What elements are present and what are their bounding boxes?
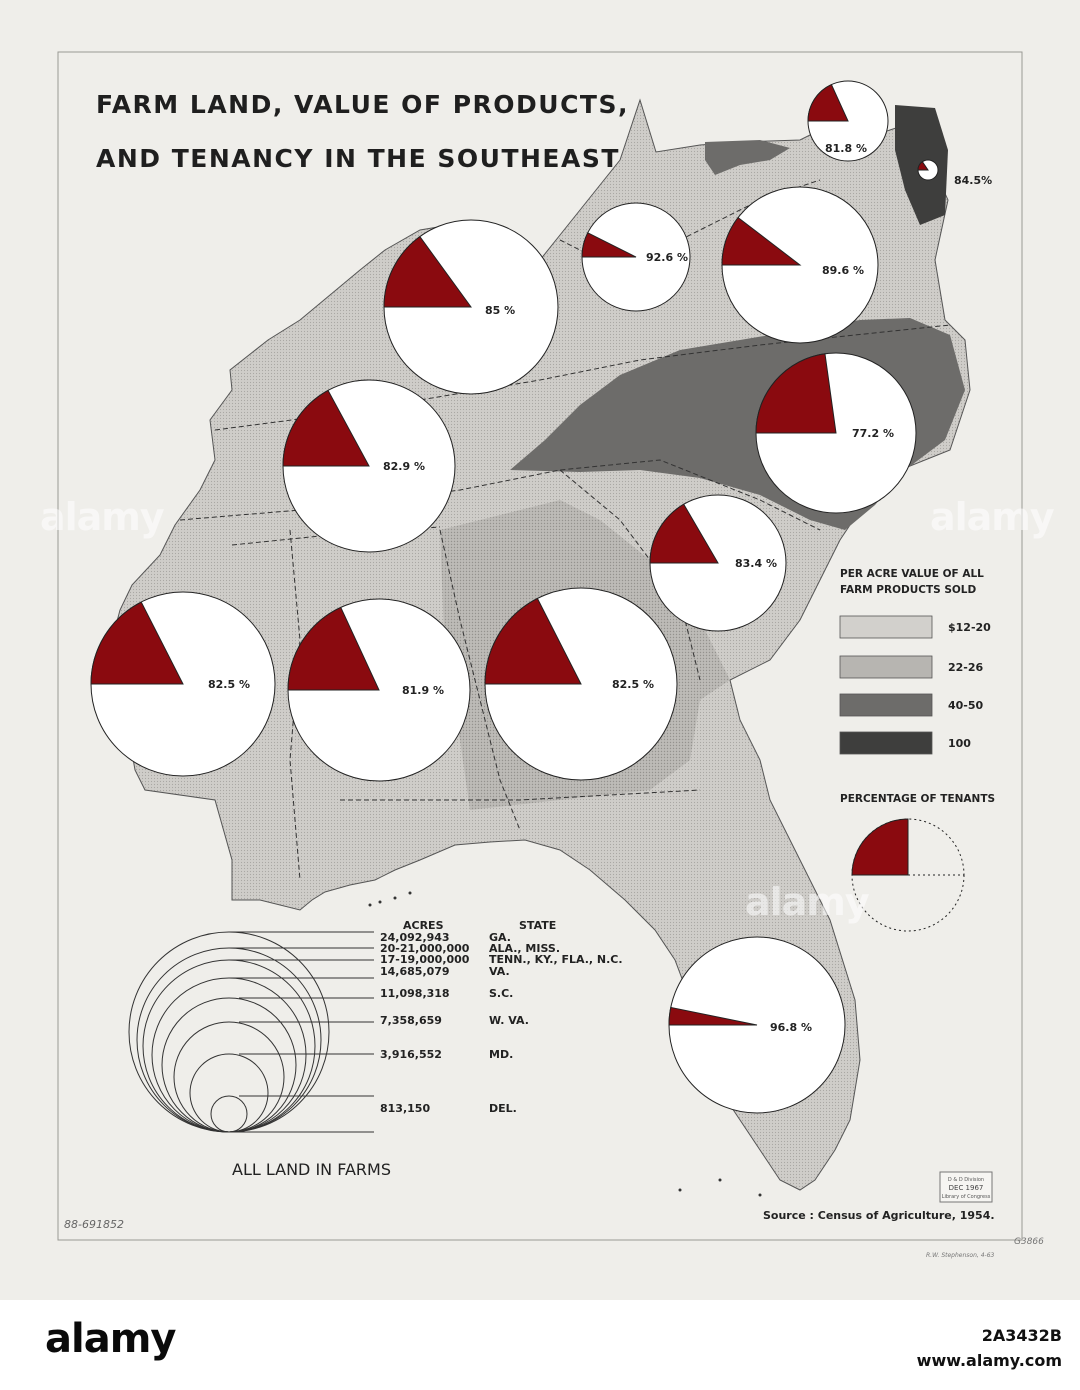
farms-acres: 20-21,000,000 [380,942,470,955]
farms-size-circles [128,931,330,1133]
pie-tenant-wedge [484,597,582,685]
pie-label: 96.8 % [770,1021,812,1034]
acres-header: ACRES [403,919,444,932]
farms-state: W. VA. [489,1014,529,1027]
source-note: Source : Census of Agriculture, 1954. [763,1209,995,1222]
tenants-legend-title: PERCENTAGE OF TENANTS [840,793,995,805]
watermark-right: alamy [930,495,1055,539]
state-header: STATE [519,919,556,932]
farms-state: MD. [489,1048,513,1061]
value-legend-swatch [839,655,933,679]
farms-acres: 17-19,000,000 [380,953,470,966]
pie-tenant-wedge [807,83,849,122]
handwritten-catalog: G3866 [1014,1237,1044,1247]
pie-label: 84.5% [954,174,992,187]
pie-label: 81.8 % [825,142,867,155]
value-legend-title-2: FARM PRODUCTS SOLD [840,584,976,596]
footer-info: 2A3432B www.alamy.com [917,1326,1062,1370]
watermark-center: alamy [745,880,870,924]
farms-acres: 14,685,079 [380,965,450,978]
pie-tenant-wedge [917,161,929,171]
value-legend-label: 22-26 [948,661,984,674]
image-code: 2A3432B [981,1326,1062,1345]
farms-acres: 24,092,943 [380,931,450,944]
pie-label: 82.9 % [383,460,425,473]
tenants-legend-wedge [851,818,909,876]
pie-label: 77.2 % [852,427,894,440]
pie-tenant-wedge [755,353,837,434]
library-stamp: D & D Division DEC 1967 Library of Congr… [939,1171,993,1203]
pie-tenant-wedge [581,232,637,258]
farms-caption: ALL LAND IN FARMS [232,1160,391,1179]
coast-dots [368,891,762,1197]
pie-label: 82.5 % [612,678,654,691]
map-canvas: 81.8 % 84.5% 92.6 % 89.6 % 85 % 77.2 % 82.9 % 8… [57,51,1044,1259]
stamp-line-1: D & D Division [948,1177,984,1183]
handwritten-number: 88-691852 [64,1218,124,1231]
pie-label: 83.4 % [735,557,777,570]
farms-acres: 11,098,318 [380,987,450,1000]
handwritten-signature: R.W. Stephenson, 4-63 [926,1252,995,1259]
value-legend-title-1: PER ACRE VALUE OF ALL [840,568,984,580]
footer-bar [0,1300,1080,1390]
pie-tenant-wedge [90,601,184,685]
farms-legend-table: 24,092,943 GA. 20-21,000,000 ALA., MISS. 17-… [380,931,623,1115]
pie-tenant-wedge [383,235,472,308]
pie-tenant-wedge [721,216,802,266]
value-legend-swatch [839,615,933,639]
pie-label: 82.5 % [208,678,250,691]
pie-tenant-wedge [649,503,719,564]
value-legend-swatch [839,731,933,755]
alamy-logo: alamy [45,1316,176,1362]
map-title-line-1: FARM LAND, VALUE OF PRODUCTS, [96,90,629,119]
tenancy-pies: 81.8 % 84.5% 92.6 % 89.6 % 85 % 77.2 % 82.9 % 8… [90,80,992,1114]
value-legend-label: 100 [948,737,971,750]
map-title-line-2: AND TENANCY IN THE SOUTHEAST [96,144,620,173]
farms-acres: 7,358,659 [380,1014,442,1027]
pie-tenant-wedge [282,389,370,467]
pie-label: 92.6 % [646,251,688,264]
pie-tenant-wedge [668,1006,758,1026]
pie-label: 81.9 % [402,684,444,697]
farms-state: ALA., MISS. [489,942,560,955]
map-frame [57,51,1023,1241]
farms-state: S.C. [489,987,513,1000]
farms-acres: 3,916,552 [380,1048,442,1061]
farms-state: TENN., KY., FLA., N.C. [489,953,623,966]
farms-acres: 813,150 [380,1102,430,1115]
stamp-line-3: Library of Congress [942,1194,991,1200]
value-legend: PER ACRE VALUE OF ALL FARM PRODUCTS SOLD… [839,568,991,755]
value-legend-swatch [839,693,933,717]
site-url: www.alamy.com [916,1351,1062,1370]
farms-state: GA. [489,931,511,944]
zone-40-50-va-md [705,140,790,175]
pie-label: 89.6 % [822,264,864,277]
value-legend-label: 40-50 [948,699,984,712]
stamp-line-2: DEC 1967 [949,1184,984,1192]
farms-state: VA. [489,965,510,978]
tenants-legend: PERCENTAGE OF TENANTS [840,793,995,932]
farms-state: DEL. [489,1102,517,1115]
pie-tenant-wedge [287,606,380,691]
watermark-left: alamy [40,495,165,539]
pie-label: 85 % [485,304,515,317]
farms-leader-lines [229,931,374,1133]
value-legend-label: $12-20 [948,621,991,634]
